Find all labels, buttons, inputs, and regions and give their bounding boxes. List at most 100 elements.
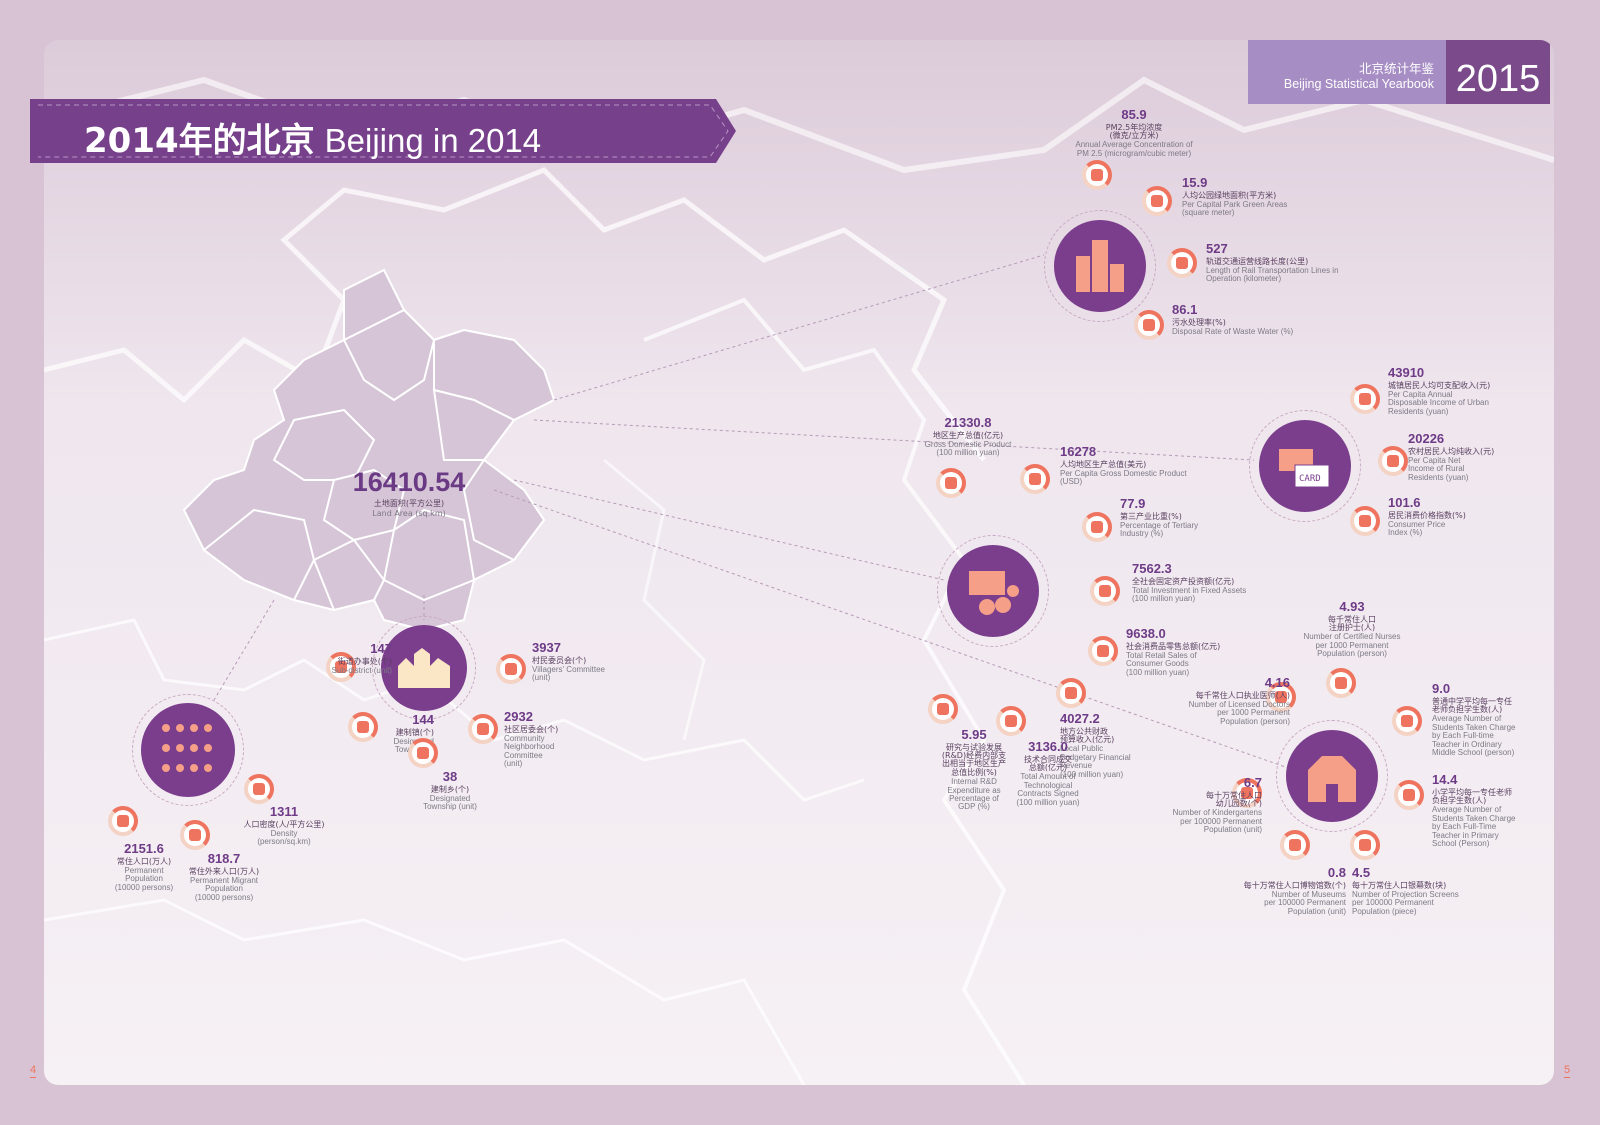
hand-icon [326,652,356,682]
stat-label-cn: 常住外来人口(万人) [188,866,260,876]
stat-label-cn: 地方公共财政 预算收入(亿元) [1060,726,1115,745]
stat-label-en: Disposal Rate of Waste Water (%) [1172,327,1294,337]
research-icon [928,694,958,724]
page-number-right: 5 [1564,1064,1571,1078]
doctor-icon [1266,682,1296,712]
stat-value: 15.9 [1182,175,1208,190]
stat-block: 16278 人均地区生产总值(美元) Per Capita Gross Domest… [1060,445,1187,487]
stat-label-cn: 建制乡(个) [430,784,470,794]
museum-icon [1280,830,1310,860]
stat-label-cn: 每千常住人口执业医师(人) [1195,690,1290,700]
stat-label-en: Sub-district (unit) [331,666,392,676]
stat-label-en: Permanent Population (10000 persons) [114,866,174,892]
stat-block: 4027.2 地方公共财政 预算收入(亿元) Local Public Budget… [1060,712,1131,779]
banner-text: 2014年的北京 Beijing in 2014 [84,113,541,162]
stat-block: 7562.3 全社会固定资产投资额(亿元) Total Investment in … [1132,562,1246,604]
stat-label-en: Designated Township (unit) [423,794,477,812]
population-circle [132,694,244,806]
stat-label-cn: 社会消费品零售总额(亿元) [1126,641,1221,651]
town-circle [372,616,476,720]
village-icon [408,738,438,768]
stat-value: 4.16 [1264,675,1290,690]
stat-label-cn: 污水处理率(%) [1172,317,1226,327]
bus-icon [468,714,498,744]
money-bag-icon [1056,678,1086,708]
stat-label-en: Local Public Budgetary Financial Revenue… [1060,744,1131,779]
stat-block: 77.9 第三产业比重(%) Percentage of Tertiary Indu… [1120,497,1198,539]
stat-block: 9.0 普通中学平均每一专任 老师负担学生数(人) Average Number o… [1432,682,1515,757]
stat-label-cn: 每千常住人口 注册护士(人) [1328,614,1376,633]
stat-value: 147 [370,641,392,656]
stat-value: 101.6 [1388,495,1421,510]
stat-label-en: Permanent Migrant Population (10000 pers… [189,876,259,902]
stat-block: 14.4 小学平均每一专任老师 负担学生数(人) Average Number of… [1432,773,1515,848]
city-buildings-circle [1044,210,1156,322]
stat-block: 3937 村民委员会(个) Villagers' Committee (unit) [532,641,605,683]
stat-block: 9638.0 社会消费品零售总额(亿元) Total Retail Sales of… [1126,627,1220,677]
yearbook-year: 2015 [1446,40,1550,104]
stat-value: 144 [412,712,434,727]
town-icon [348,712,378,742]
stat-label-en: Number of Licensed Doctors per 1000 Perm… [1188,700,1290,726]
stat-label-cn: 小学平均每一专任老师 负担学生数(人) [1432,787,1512,806]
bulb-icon [996,706,1026,736]
stat-value: 4.5 [1352,865,1371,880]
cinema-icon [1350,830,1380,860]
stat-value: 527 [1206,241,1228,256]
stat-label-en: Community Neighborhood Committee (unit) [504,734,555,769]
stat-block: 20226 农村居民人均纯收入(元) Per Capita Net Income o… [1408,432,1494,482]
yearbook-caption: 北京统计年鉴 Beijing Statistical Yearbook [1248,40,1446,104]
hand-money-icon [1378,446,1408,476]
stat-value: 0.8 [1327,865,1346,880]
stat-block: 147 街道办事处(个) Sub-district (unit) [252,642,392,675]
stat-block: 85.9 PM2.5年均浓度 (微克/立方米) Annual Average Con… [1074,108,1194,158]
land-area-label: 16410.54 土地面积(平方公里) Land Area (sq.km) [344,467,474,518]
stat-value: 818.7 [207,851,241,866]
stat-label-cn: 每十万常住人口博物馆数(个) [1243,880,1346,890]
stat-label-en: Number of Projection Screens per 100000 … [1352,890,1459,916]
stat-label-en: Per Capita Gross Domestic Product (USD) [1060,469,1187,487]
stat-value: 9.0 [1432,681,1451,696]
stat-label-cn: 每十万常住人口 幼儿园数(个) [1206,790,1262,809]
stat-label-cn: 普通中学平均每一专任 老师负担学生数(人) [1432,696,1512,715]
land-area-en: Land Area (sq.km) [372,509,446,518]
water-drop-icon [1134,310,1164,340]
stat-value: 2151.6 [124,841,164,856]
stat-value: 3136.0 [1028,739,1068,754]
yearbook-title-en: Beijing Statistical Yearbook [1283,77,1434,91]
stat-block: 6.7 每十万常住人口 幼儿园数(个) Number of Kindergarten… [1122,776,1262,835]
stat-label-cn: 人均公园绿地面积(平方米) [1182,190,1277,200]
cart-icon [1088,636,1118,666]
stat-value: 86.1 [1172,302,1198,317]
train-icon [1167,248,1197,278]
stat-value: 21330.8 [944,415,992,430]
house-icon [496,654,526,684]
stat-block: 86.1 污水处理率(%) Disposal Rate of Waste Water… [1172,303,1293,336]
income-card-circle: CARD [1249,410,1361,522]
stat-block: 2932 社区居委会(个) Community Neighborhood Commi… [504,710,558,769]
stat-label-cn: 街道办事处(个) [337,656,392,666]
pie-icon [1082,512,1112,542]
person-icon [244,774,274,804]
kindergarten-icon [1232,778,1262,808]
stat-value: 6.7 [1243,775,1262,790]
banner-title-en: Beijing in 2014 [324,122,542,159]
stat-value: 16278 [1060,444,1097,459]
stat-label-en: Internal R&D Expenditure as Percentage o… [947,777,1001,812]
stat-value: 7562.3 [1132,561,1172,576]
stat-value: 2932 [504,709,533,724]
stat-label-en: Per Capita Annual Disposable Income of U… [1388,390,1489,416]
stat-label-en: Number of Museums per 100000 Permanent P… [1264,890,1346,916]
stat-label-en: Density (person/sq.km) [257,829,311,847]
stat-value: 5.95 [961,727,987,742]
nurse-icon [1326,668,1356,698]
person-icon [108,806,138,836]
stat-label-cn: 建制镇(个) [395,727,434,737]
stat-block: 4.93 每千常住人口 注册护士(人) Number of Certified Nu… [1292,600,1412,659]
stat-label-en: Per Capita Net Income of Rural Residents… [1408,456,1469,482]
stat-block: 4.5 每十万常住人口银幕数(块) Number of Projection Scr… [1352,866,1459,916]
banner-title-cn: 2014年的北京 [84,121,315,161]
stat-block: 21330.8 地区生产总值(亿元) Gross Domestic Product … [908,416,1028,458]
stat-label-en: Number of Certified Nurses per 1000 Perm… [1303,632,1401,659]
stat-label-en: Consumer Price Index (%) [1388,520,1446,538]
